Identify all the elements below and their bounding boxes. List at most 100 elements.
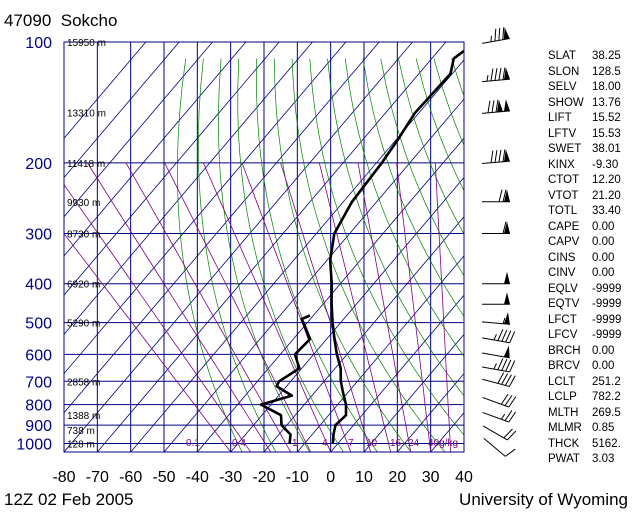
wind-barb-pennant bbox=[504, 292, 510, 305]
wind-barb-feather bbox=[506, 430, 517, 441]
index-row: CINS 0.00 bbox=[548, 252, 632, 268]
height-label: 13310 m bbox=[67, 109, 106, 120]
wind-barb-pennant bbox=[503, 149, 510, 162]
data-source: University of Wyoming bbox=[459, 490, 628, 509]
wind-barb-feather bbox=[508, 411, 517, 423]
index-value: 128.5 bbox=[592, 65, 621, 78]
wind-barb-feather bbox=[495, 99, 499, 113]
moist-adiabat-line bbox=[202, 162, 332, 452]
wind-barb-feather bbox=[501, 329, 508, 342]
isotherm-line bbox=[130, 59, 464, 452]
isotherm-line bbox=[97, 42, 447, 452]
wind-barb-half-feather bbox=[486, 74, 489, 82]
height-label: 6920 m bbox=[67, 280, 100, 291]
index-key: EQLV bbox=[548, 282, 578, 295]
wind-barb-feather bbox=[491, 100, 495, 113]
isotherm-line bbox=[297, 255, 464, 452]
index-key: CTOT bbox=[548, 174, 580, 186]
index-key: LFCT bbox=[548, 313, 577, 326]
dry-adiabat-line bbox=[177, 58, 243, 452]
wind-barb-feather bbox=[504, 395, 513, 406]
station-id: 47090 bbox=[4, 11, 52, 30]
pressure-tick-label: 500 bbox=[25, 316, 52, 333]
moist-adiabat-line bbox=[64, 232, 232, 452]
isotherm-line bbox=[64, 42, 180, 179]
wind-barb-feather bbox=[509, 331, 516, 343]
wind-barb-half-feather bbox=[493, 334, 497, 341]
index-key: LCLP bbox=[548, 391, 577, 403]
index-row: MLMR 0.85 bbox=[548, 422, 632, 438]
index-key: LIFT bbox=[548, 112, 572, 124]
wind-barb-feather bbox=[502, 221, 507, 234]
isotherm-line bbox=[330, 294, 464, 452]
dry-adiabat-line bbox=[237, 58, 344, 452]
index-value: 15.53 bbox=[592, 127, 621, 140]
wind-barb bbox=[482, 425, 517, 441]
moist-adiabat-line bbox=[318, 162, 392, 452]
index-value: 18.00 bbox=[592, 81, 621, 93]
wind-barb bbox=[481, 149, 510, 165]
wind-barb-half-feather bbox=[500, 413, 506, 420]
index-row: LFCT -9999 bbox=[548, 314, 632, 330]
index-value: 12.20 bbox=[592, 174, 621, 186]
wind-barb-feather bbox=[487, 100, 491, 113]
index-row: KINX -9.30 bbox=[548, 159, 632, 175]
index-row: THCK 5162. bbox=[548, 438, 632, 454]
index-value: 0.00 bbox=[592, 267, 615, 279]
wind-barb bbox=[482, 271, 510, 285]
index-key: MLTH bbox=[548, 406, 579, 419]
index-key: SHOW bbox=[548, 96, 584, 109]
mixing-ratio-label: 1 bbox=[292, 438, 298, 449]
index-key: SELV bbox=[548, 81, 577, 93]
index-value: 251.2 bbox=[592, 375, 621, 388]
station-name: Sokcho bbox=[60, 11, 118, 30]
index-value: 3.03 bbox=[592, 453, 615, 465]
index-key: MLMR bbox=[548, 422, 582, 434]
index-value: 38.25 bbox=[592, 50, 621, 62]
dry-adiabat-line bbox=[398, 58, 464, 235]
index-row: SHOW 13.76 bbox=[548, 97, 632, 113]
index-row: TOTL 33.40 bbox=[548, 205, 632, 221]
index-value: 33.40 bbox=[592, 205, 621, 217]
isotherm-line bbox=[64, 42, 213, 218]
index-value: -9999 bbox=[592, 298, 622, 310]
isotherm-line bbox=[163, 98, 464, 452]
wind-barb-staff bbox=[482, 425, 508, 441]
wind-barb bbox=[481, 99, 510, 114]
index-row: CINV 0.00 bbox=[548, 267, 632, 283]
isotherm-line bbox=[64, 42, 347, 375]
isotherm-line bbox=[64, 42, 147, 139]
mixing-ratio-label: 40g/kg bbox=[428, 438, 458, 449]
index-value: 0.00 bbox=[592, 251, 615, 264]
pressure-tick-label: 1000 bbox=[16, 436, 52, 453]
mixing-ratio-label: 24 bbox=[408, 438, 420, 449]
wind-barb-feather bbox=[505, 374, 512, 386]
wind-barb bbox=[482, 372, 516, 387]
moist-adiabat-line bbox=[87, 162, 272, 452]
index-value: 782.2 bbox=[592, 391, 621, 403]
index-value: -9999 bbox=[592, 329, 622, 341]
wind-barb-pennant bbox=[504, 189, 510, 202]
wind-barb-feather bbox=[502, 67, 506, 80]
index-key: VTOT bbox=[548, 189, 579, 202]
wind-barb bbox=[482, 189, 510, 203]
dry-adiabat-line bbox=[344, 58, 464, 357]
wind-barb-feather bbox=[504, 410, 513, 421]
index-row: SLON 128.5 bbox=[548, 66, 632, 82]
temperature-tick-label: -60 bbox=[119, 469, 142, 486]
index-row: MLTH 269.5 bbox=[548, 407, 632, 423]
wind-barb-feather bbox=[490, 150, 494, 163]
wind-barb-feather bbox=[503, 428, 513, 439]
wind-barb-feather bbox=[498, 189, 503, 202]
wind-barb-feather bbox=[501, 358, 508, 371]
index-row: SLAT 38.25 bbox=[548, 50, 632, 66]
index-row: CAPV 0.00 bbox=[548, 236, 632, 252]
wind-barb-staff bbox=[482, 366, 510, 373]
wind-barb-staff bbox=[483, 437, 506, 457]
index-row: EQTV -9999 bbox=[548, 298, 632, 314]
wind-barb bbox=[482, 393, 517, 408]
index-value: 0.00 bbox=[592, 344, 615, 357]
pressure-tick-label: 700 bbox=[25, 374, 52, 391]
wind-barb bbox=[482, 358, 516, 373]
